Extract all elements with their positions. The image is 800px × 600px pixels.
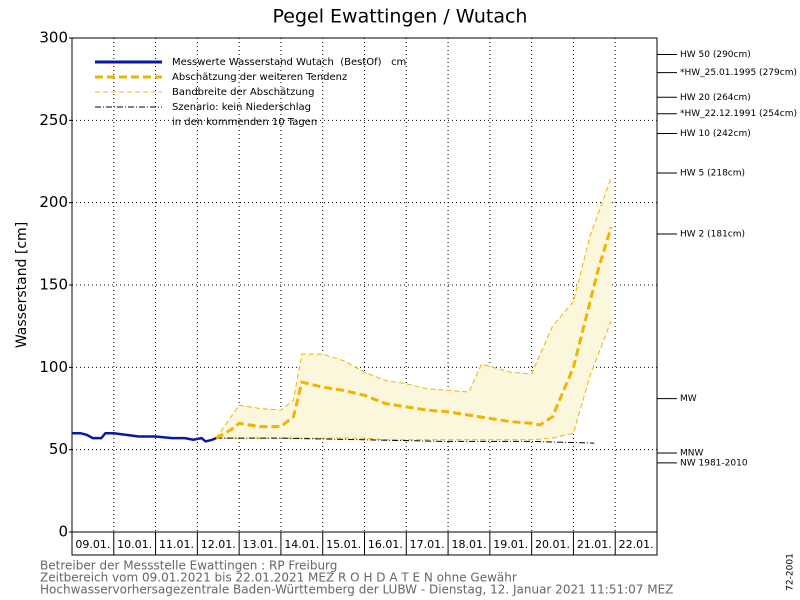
y-tick-label: 100 xyxy=(39,358,68,376)
x-tick-label: 11.01. xyxy=(159,538,194,551)
forecast-line xyxy=(215,226,613,440)
level-label: HW 5 (218cm) xyxy=(680,169,745,179)
level-label: *HW_22.12.1991 (254cm) xyxy=(680,109,797,119)
x-tick-label: 09.01. xyxy=(75,538,110,551)
level-label: HW 2 (181cm) xyxy=(680,229,745,239)
x-tick-label: 18.01. xyxy=(451,538,486,551)
x-tick-label: 21.01. xyxy=(577,538,612,551)
x-tick-label: 10.01. xyxy=(117,538,152,551)
band-upper xyxy=(215,177,612,439)
y-tick-label: 250 xyxy=(39,111,68,129)
x-tick-label: 17.01. xyxy=(410,538,445,551)
level-label: MNW xyxy=(680,448,703,458)
y-tick-label: 150 xyxy=(39,276,68,294)
level-label: HW 50 (290cm) xyxy=(680,50,751,60)
y-tick-label: 300 xyxy=(39,29,68,47)
y-tick-label: 50 xyxy=(49,440,68,458)
x-tick-label: 19.01. xyxy=(493,538,528,551)
x-tick-label: 15.01. xyxy=(326,538,361,551)
footer-line: Betreiber der Messstelle Ewattingen : RP… xyxy=(40,559,337,573)
footer-line: Zeitbereich vom 09.01.2021 bis 22.01.202… xyxy=(40,571,517,585)
y-tick-label: 0 xyxy=(58,523,68,541)
level-label: NW 1981-2010 xyxy=(680,458,748,468)
scenario-line xyxy=(216,437,595,444)
footer-line: Hochwasservorhersagezentrale Baden-Württ… xyxy=(40,583,673,597)
level-label: HW 10 (242cm) xyxy=(680,129,751,139)
measured-line xyxy=(72,431,217,443)
x-tick-label: 16.01. xyxy=(368,538,403,551)
level-label: HW 20 (264cm) xyxy=(680,93,751,103)
x-tick-label: 14.01. xyxy=(284,538,319,551)
x-tick-label: 20.01. xyxy=(535,538,570,551)
legend-label: Abschätzung der weiteren Tendenz xyxy=(172,72,347,83)
y-axis-label: Wasserstand [cm] xyxy=(14,222,30,348)
legend-label: Szenario: kein Niederschlag xyxy=(172,102,311,113)
x-tick-label: 13.01. xyxy=(243,538,278,551)
legend-note: in den kommenden 10 Tagen xyxy=(172,117,317,128)
level-label: MW xyxy=(680,394,697,404)
band-fill xyxy=(216,177,612,440)
legend-label: Bandbreite der Abschätzung xyxy=(172,87,314,98)
chart-title: Pegel Ewattingen / Wutach xyxy=(273,6,528,28)
code: 72-2001 xyxy=(786,553,796,591)
legend-label: Messwerte Wasserstand Wutach (BestOf) cm xyxy=(172,57,406,68)
x-tick-label: 22.01. xyxy=(619,538,654,551)
x-tick-label: 12.01. xyxy=(201,538,236,551)
plot-frame xyxy=(71,37,658,556)
y-tick-label: 200 xyxy=(39,193,68,211)
level-label: *HW_25.01.1995 (279cm) xyxy=(680,68,797,78)
